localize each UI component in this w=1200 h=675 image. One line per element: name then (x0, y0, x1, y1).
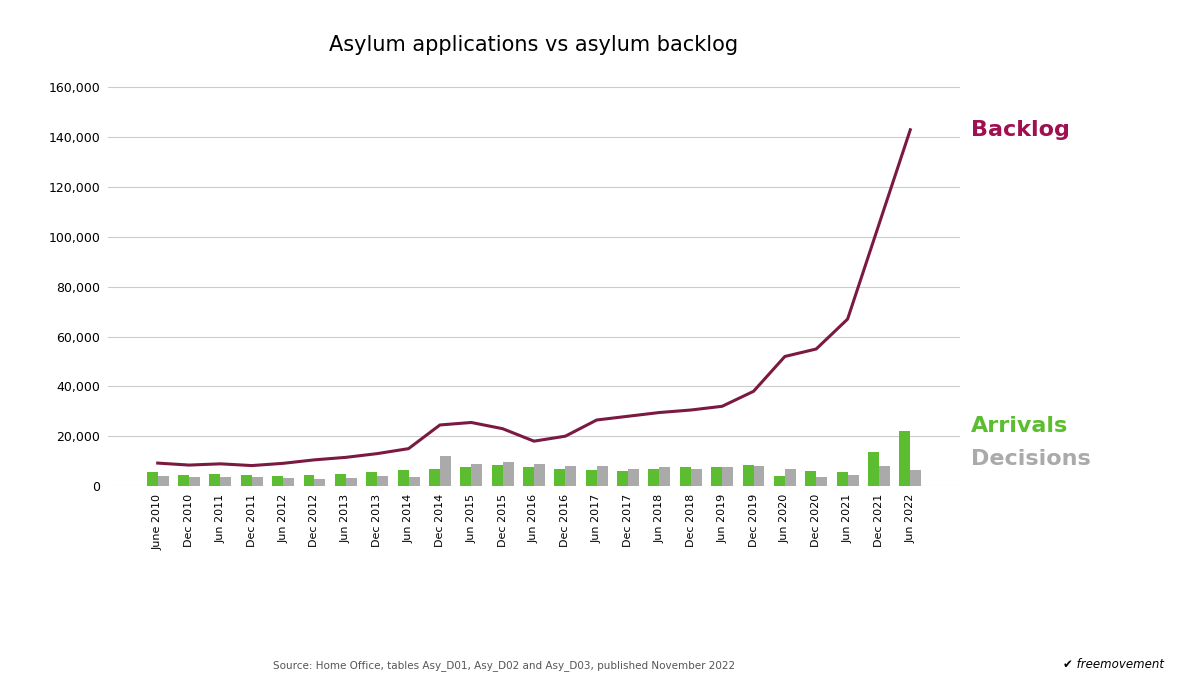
Bar (210, 474, 221, 486)
Bar (565, 466, 576, 486)
Bar (523, 467, 534, 486)
Text: Backlog: Backlog (971, 119, 1070, 140)
Bar (241, 475, 252, 486)
Bar (836, 472, 847, 486)
Bar (554, 468, 565, 486)
Text: ✔ freemovement: ✔ freemovement (1063, 658, 1164, 671)
Bar (774, 476, 785, 486)
Bar (346, 478, 356, 486)
Bar (335, 474, 346, 486)
Bar (878, 466, 890, 486)
Bar (221, 477, 232, 486)
Bar (868, 452, 878, 486)
Bar (440, 456, 451, 486)
Bar (461, 467, 472, 486)
Title: Asylum applications vs asylum backlog: Asylum applications vs asylum backlog (330, 35, 738, 55)
Bar (472, 464, 482, 486)
Text: Source: Home Office, tables Asy_D01, Asy_D02 and Asy_D03, published November 202: Source: Home Office, tables Asy_D01, Asy… (272, 660, 736, 671)
Bar (712, 466, 722, 486)
Bar (492, 465, 503, 486)
Bar (157, 475, 169, 486)
Bar (146, 472, 157, 486)
Bar (617, 471, 628, 486)
Bar (252, 477, 263, 486)
Bar (428, 469, 440, 486)
Bar (503, 462, 514, 486)
Bar (847, 475, 858, 486)
Bar (785, 468, 796, 486)
Bar (178, 475, 190, 486)
Bar (754, 466, 764, 486)
Bar (648, 468, 660, 486)
Bar (304, 475, 314, 486)
Bar (722, 467, 733, 486)
Text: Arrivals: Arrivals (971, 416, 1068, 436)
Bar (816, 477, 827, 486)
Bar (283, 478, 294, 486)
Bar (272, 475, 283, 486)
Bar (691, 468, 702, 486)
Bar (377, 476, 388, 486)
Bar (743, 465, 754, 486)
Bar (899, 431, 911, 486)
Text: Decisions: Decisions (971, 449, 1091, 468)
Bar (314, 479, 325, 486)
Bar (586, 470, 596, 486)
Bar (190, 477, 200, 486)
Bar (596, 466, 607, 486)
Bar (534, 464, 545, 486)
Bar (911, 470, 922, 486)
Bar (397, 470, 408, 486)
Bar (680, 467, 691, 486)
Bar (805, 471, 816, 486)
Bar (660, 467, 671, 486)
Bar (628, 468, 640, 486)
Bar (408, 477, 420, 486)
Bar (366, 472, 377, 486)
